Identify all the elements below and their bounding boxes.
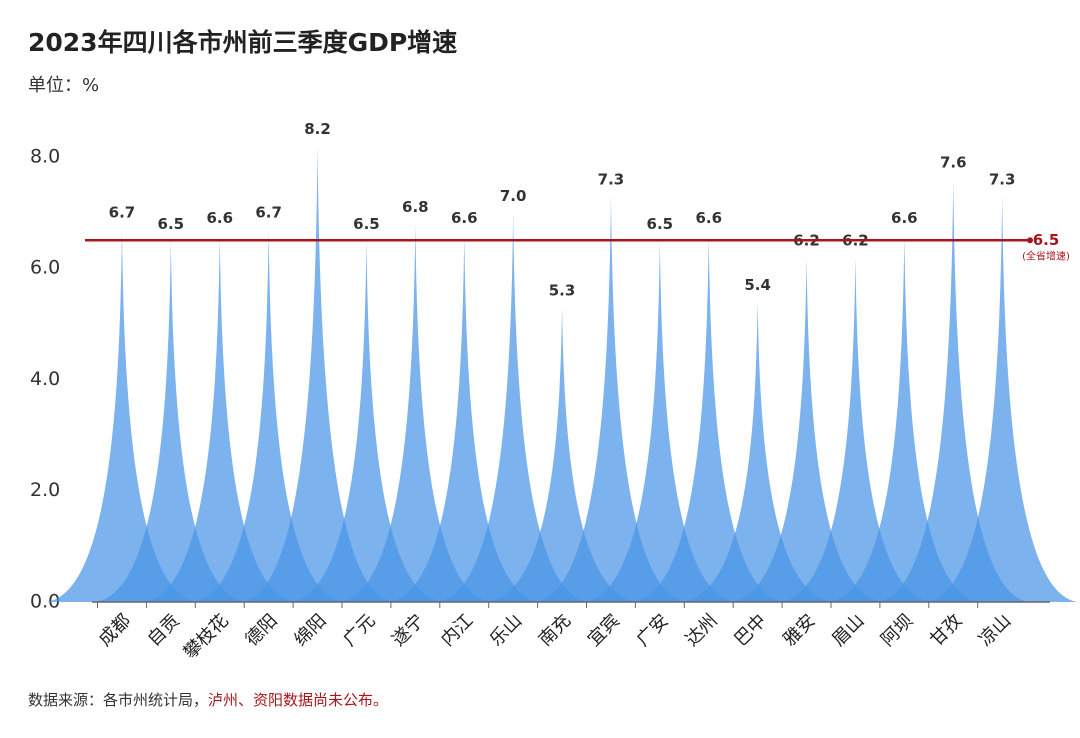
x-tick-label: 雅安	[779, 610, 819, 650]
spike	[290, 240, 443, 602]
chart-title: 2023年四川各市州前三季度GDP增速	[28, 28, 457, 57]
y-tick-label: 8.0	[30, 145, 60, 167]
value-label: 6.6	[695, 209, 722, 227]
x-tick-label: 阿坝	[877, 610, 917, 650]
value-label: 6.6	[891, 209, 918, 227]
source: 数据来源：各市州统计局，泸州、资阳数据尚未公布。	[28, 691, 388, 709]
reference-end	[1027, 237, 1033, 244]
x-tick-label: 遂宁	[388, 610, 428, 650]
spike	[94, 240, 247, 602]
x-tick-label: 自贡	[144, 610, 184, 650]
x-tick-label: 眉山	[828, 610, 868, 650]
spike	[730, 256, 883, 602]
value-label: 6.7	[109, 204, 136, 222]
x-tick-label: 广安	[633, 610, 673, 650]
x-tick-label: 凉山	[975, 610, 1015, 650]
value-label: 7.6	[940, 154, 967, 172]
value-label: 7.3	[989, 170, 1016, 188]
x-tick-label: 巴中	[730, 610, 770, 650]
spike	[437, 212, 590, 602]
value-label: 6.5	[158, 215, 185, 233]
spike	[192, 229, 345, 602]
spike	[877, 179, 1030, 603]
spike	[828, 234, 981, 602]
value-label: 5.3	[549, 282, 576, 300]
x-tick-label: 广元	[339, 610, 379, 650]
spike	[143, 234, 296, 602]
x-tick-label: 南充	[535, 610, 575, 650]
value-label: 7.3	[598, 170, 625, 188]
spike	[486, 307, 639, 602]
x-tick-label: 成都	[95, 610, 135, 650]
spike	[339, 223, 492, 602]
y-tick-label: 6.0	[30, 257, 60, 279]
x-tick-label: 达州	[682, 610, 722, 650]
y-tick-label: 2.0	[30, 479, 60, 501]
x-tick-label: 甘孜	[926, 610, 966, 650]
value-label: 7.0	[500, 187, 527, 205]
y-tick-label: 4.0	[30, 368, 60, 390]
value-label: 6.5	[353, 215, 380, 233]
spike	[388, 234, 541, 602]
value-label: 6.6	[451, 209, 478, 227]
x-tick-label: 乐山	[486, 610, 526, 650]
spike	[632, 234, 785, 602]
source-text: 数据来源：各市州统计局，	[28, 691, 208, 709]
x-tick-label: 内江	[437, 610, 477, 650]
reference-label: (全省增速)	[1022, 249, 1070, 262]
x-tick-label: 绵阳	[290, 610, 330, 650]
y-tick-label: 0.0	[30, 591, 60, 613]
spike	[45, 229, 198, 602]
value-label: 6.7	[255, 204, 282, 222]
spike	[779, 256, 932, 602]
note-text: 泸州、资阳数据尚未公布。	[208, 691, 388, 709]
value-label: 6.6	[206, 209, 233, 227]
x-tick-label: 宜宾	[584, 610, 624, 650]
spike	[681, 301, 834, 602]
value-label: 6.8	[402, 198, 429, 216]
x-tick-label: 攀枝花	[180, 610, 233, 663]
value-label: 6.5	[647, 215, 674, 233]
value-label: 8.2	[304, 120, 331, 138]
x-tick-label: 德阳	[241, 610, 281, 650]
unit-label: 单位：%	[28, 75, 99, 96]
reference-value: 6.5	[1033, 231, 1060, 249]
spike	[241, 145, 394, 602]
value-label: 5.4	[744, 276, 771, 294]
spike	[583, 240, 736, 602]
spike	[926, 195, 1079, 602]
spike	[534, 195, 687, 602]
